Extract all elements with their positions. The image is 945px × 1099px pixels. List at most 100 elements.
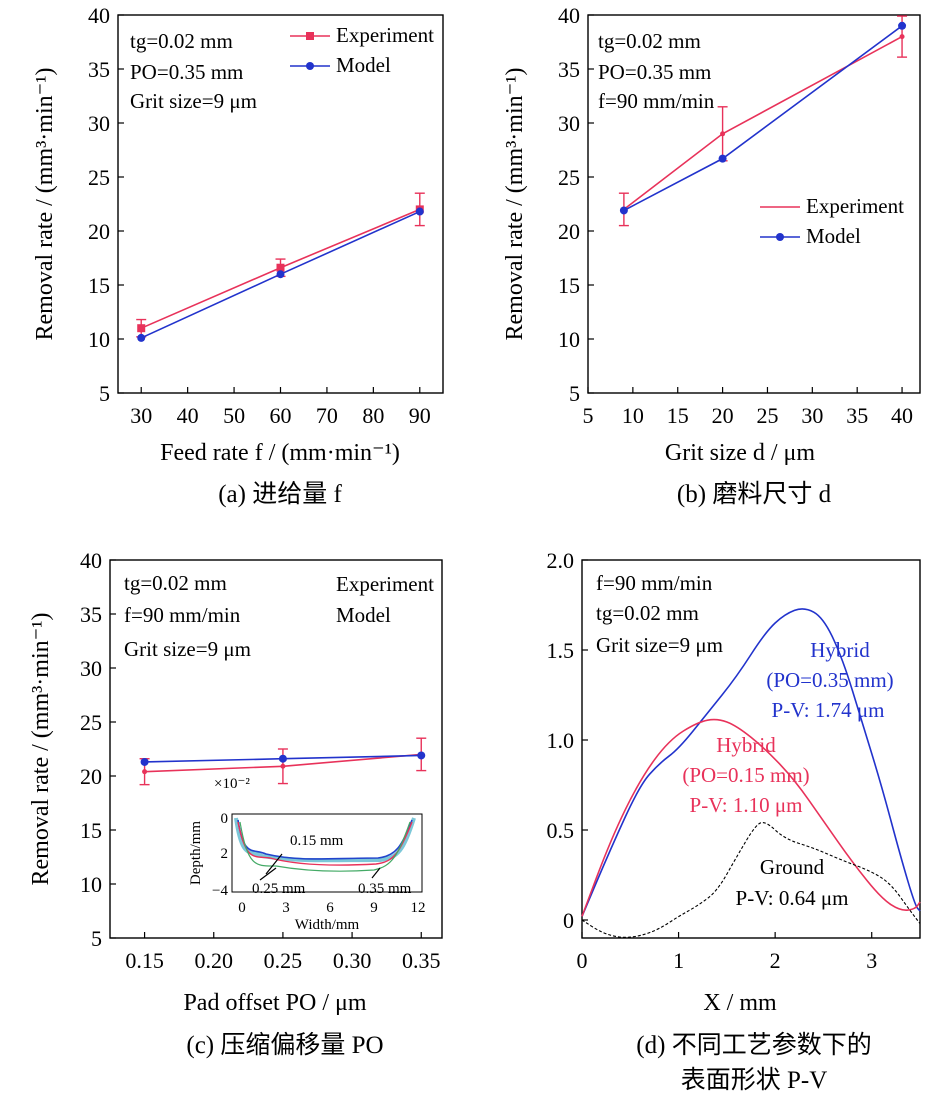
panel-c-caption: (c) 压缩偏移量 PO: [186, 1031, 383, 1059]
panel-b-point-model: [898, 21, 907, 30]
panel-a-ytick-label: 35: [88, 57, 110, 82]
panel-a-xtick-label: 50: [223, 403, 245, 428]
panel-a-caption: (a) 进给量 f: [218, 480, 342, 508]
panel-b-axes: 5 10 15 20 25 30 35 40 5 10 15 20 25 30 35 40: [558, 3, 913, 428]
panel-a-ytick-label: 5: [99, 381, 110, 406]
inset-ylabel: Depth/mm: [188, 821, 204, 885]
panel-c-point-model: [417, 751, 426, 760]
panel-a-xtick-label: 80: [362, 403, 384, 428]
panel-b-ytick-label: 25: [558, 165, 580, 190]
label-hybrid-035-pv: P-V: 1.74 μm: [772, 698, 885, 722]
panel-d-series-1: [581, 718, 921, 917]
panel-d-xtick-label: 2: [770, 948, 781, 973]
panel-c-ylabel: Removal rate / (mm³·min⁻¹): [28, 613, 54, 886]
panel-b-ytick-label: 15: [558, 273, 580, 298]
panel-b-annotation-3: f=90 mm/min: [598, 89, 715, 113]
panel-c-ytick-label: 35: [80, 602, 102, 627]
panel-d-series-0: [581, 608, 921, 917]
panel-b-xtick-label: 20: [712, 403, 734, 428]
panel-c-ytick-label: 15: [80, 818, 102, 843]
panel-d-ytick-label: 0.5: [547, 818, 575, 843]
panel-c-frame: [109, 559, 443, 939]
inset-label-035: 0.35 mm: [358, 881, 412, 897]
inset-profile-015: [237, 821, 413, 866]
panel-a-xlabel: Feed rate f / (mm·min⁻¹): [160, 440, 400, 466]
panel-a-annotation-3: Grit size=9 μm: [130, 89, 257, 113]
panel-d-ytick-label: 2.0: [547, 548, 575, 573]
panel-c-point-experiment: [142, 769, 148, 775]
panel-d-xtick-label: 3: [866, 948, 877, 973]
panel-c-marks: [139, 737, 427, 786]
panel-c-xtick-label: 0.15: [125, 948, 164, 973]
panel-a-xtick-label: 90: [409, 403, 431, 428]
panel-d-xtick-label: 0: [577, 948, 588, 973]
panel-b-xtick-label: 40: [891, 403, 913, 428]
panel-b-legend-experiment: Experiment: [806, 194, 904, 218]
panel-c-ytick-label: 30: [80, 656, 102, 681]
panel-a-point-model: [276, 270, 285, 279]
panel-a-ytick-label: 10: [88, 327, 110, 352]
panel-d-ytick-label: 1.0: [547, 728, 575, 753]
panel-d-xlabel: X / mm: [703, 990, 777, 1016]
panel-c-annotation-1: tg=0.02 mm: [124, 571, 227, 595]
inset-profile-025: [239, 821, 411, 872]
panel-a-point-experiment: [137, 324, 146, 333]
panel-b-ytick-label: 35: [558, 57, 580, 82]
panel-c-annotation-3: Grit size=9 μm: [124, 637, 251, 661]
panel-c-ytick-label: 25: [80, 710, 102, 735]
panel-c-legend-model: Model: [336, 603, 391, 627]
panel-d-xtick-label: 1: [673, 948, 684, 973]
panel-a-legend-experiment: Experiment: [336, 23, 434, 47]
panel-a-ytick-label: 40: [88, 3, 110, 28]
panel-d-frame: [581, 559, 921, 939]
inset-xtick-label: 6: [326, 900, 334, 916]
inset-arrow-035: [371, 867, 381, 879]
panel-b-annotation-1: tg=0.02 mm: [598, 29, 701, 53]
panel-d-axes: 0 1 2 3 0 0.5 1.0 1.5 2.0: [547, 548, 878, 973]
panel-d-annotation-3: Grit size=9 μm: [596, 633, 723, 657]
panel-a-ytick-label: 20: [88, 219, 110, 244]
inset-ytick-label: −4: [212, 883, 228, 899]
panel-a-legend-marker-experiment: [306, 32, 314, 40]
label-hybrid-035-title: Hybrid: [810, 638, 870, 662]
panel-a-xtick-label: 70: [316, 403, 338, 428]
panel-d-series-2: [581, 821, 921, 938]
label-hybrid-015-param: (PO=0.15 mm): [682, 763, 809, 787]
inset-scale-label: ×10⁻²: [214, 776, 250, 792]
panel-b-caption: (b) 磨料尺寸 d: [677, 480, 832, 508]
panel-c-point-model: [140, 757, 149, 766]
inset-xtick-label: 3: [282, 900, 290, 916]
panel-c-ytick-label: 20: [80, 764, 102, 789]
panel-c-xtick-label: 0.30: [333, 948, 372, 973]
inset-arrow-015: [265, 853, 283, 875]
label-ground-pv: P-V: 0.64 μm: [736, 886, 849, 910]
panel-d-ytick-label: 1.5: [547, 638, 575, 663]
panel-d-ytick-label: 0: [563, 908, 574, 933]
inset-ticks: 0 3 6 9 12 0 2 −4: [212, 811, 425, 916]
panel-d: 0 1 2 3 0 0.5 1.0 1.5 2.0 f=90 mm/min tg=0.02 mm…: [547, 548, 921, 1094]
panel-d-marks: [581, 608, 921, 938]
panel-a-annotation-2: PO=0.35 mm: [130, 60, 243, 84]
panel-d-annotation-2: tg=0.02 mm: [596, 601, 699, 625]
panel-a-xtick-label: 60: [270, 403, 292, 428]
panel-a-annotation-1: tg=0.02 mm: [130, 29, 233, 53]
label-hybrid-015-pv: P-V: 1.10 μm: [690, 793, 803, 817]
panel-a-legend-marker-model: [306, 62, 314, 70]
label-hybrid-035-param: (PO=0.35 mm): [766, 668, 893, 692]
panel-b-frame: [587, 14, 921, 394]
panel-b-line-model: [623, 25, 903, 212]
panel-b-legend-marker-model: [776, 233, 784, 241]
panel-b-xlabel: Grit size d / μm: [665, 440, 816, 466]
panel-c-ytick-label: 10: [80, 872, 102, 897]
panel-a-legend-model: Model: [336, 53, 391, 77]
panel-c-point-experiment: [280, 763, 286, 769]
inset-label-015: 0.15 mm: [290, 833, 344, 849]
panel-a-ylabel: Removal rate / (mm³·min⁻¹): [32, 68, 58, 341]
panel-b-xtick-label: 30: [801, 403, 823, 428]
panel-d-annotation-1: f=90 mm/min: [596, 571, 713, 595]
panel-d-caption-line-1: (d) 不同工艺参数下的: [636, 1031, 871, 1059]
panel-a-ytick-label: 15: [88, 273, 110, 298]
panel-a-axes: 30 40 50 60 70 80 90 5 10 15 20 25 30 35 40: [88, 3, 431, 428]
